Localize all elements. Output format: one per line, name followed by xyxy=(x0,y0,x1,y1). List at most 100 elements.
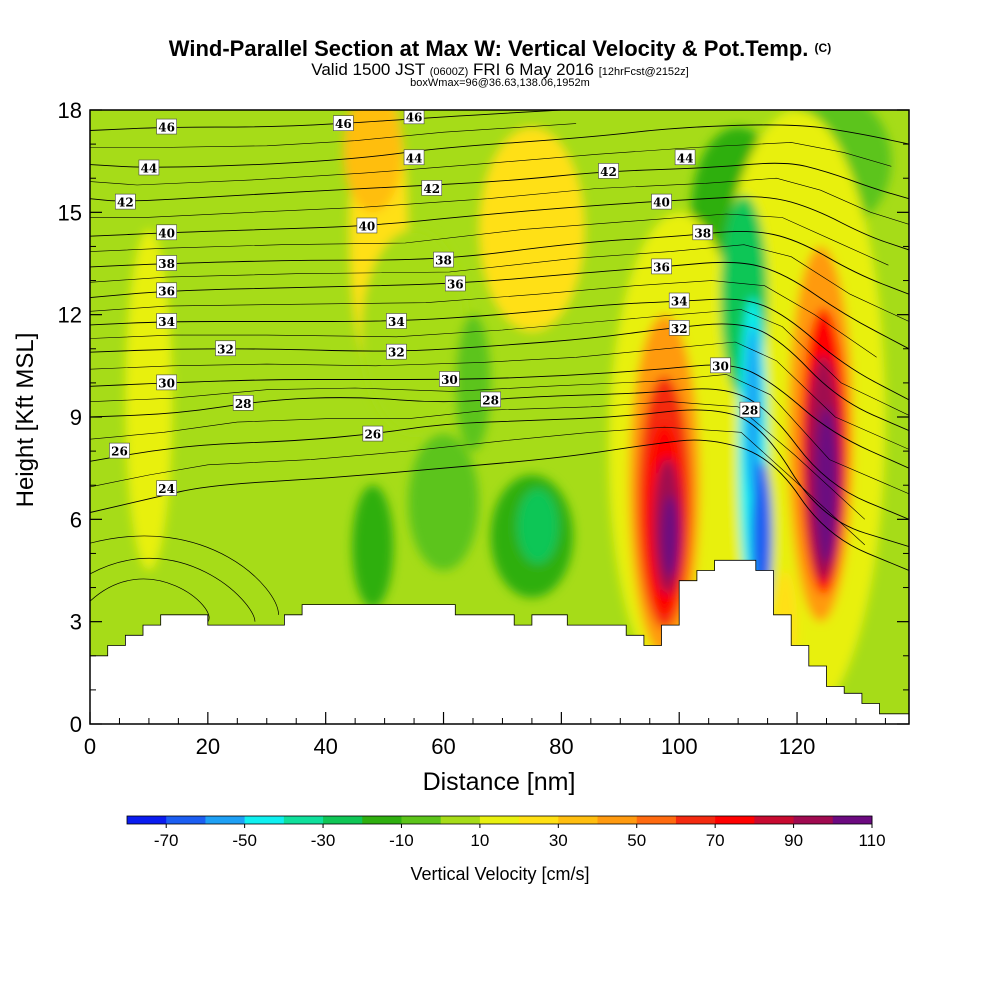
contour-label-text: 36 xyxy=(158,284,175,298)
contour-label-text: 40 xyxy=(158,226,175,240)
contour-label: 28 xyxy=(739,401,761,418)
theta-contour-44 xyxy=(90,124,909,168)
x-tick-label: 100 xyxy=(661,734,698,759)
contour-label-text: 30 xyxy=(158,376,175,390)
contour-label-text: 32 xyxy=(217,342,234,356)
colorbar-swatch xyxy=(362,816,402,824)
contour-label: 46 xyxy=(333,115,354,131)
contour-label: 44 xyxy=(403,149,425,166)
contour-label-box xyxy=(232,395,254,411)
theta-contour-38 xyxy=(90,230,909,295)
contour-label: 40 xyxy=(356,217,378,233)
x-tick-label: 20 xyxy=(196,734,220,759)
theta-contour-24 xyxy=(90,439,909,571)
contour-label: 32 xyxy=(215,340,236,356)
terrain-mask xyxy=(90,559,909,724)
theta-isoline xyxy=(90,309,909,416)
contour-label-text: 42 xyxy=(117,196,134,210)
x-tick-label: 120 xyxy=(779,734,816,759)
colorbar-swatch xyxy=(244,816,285,824)
contour-label-box xyxy=(439,371,460,387)
y-tick-label: 3 xyxy=(70,610,82,635)
contour-label-box xyxy=(692,224,714,241)
contour-label-box xyxy=(651,258,672,275)
theta-isoline xyxy=(90,374,909,495)
contour-label-box xyxy=(433,251,454,268)
contour-label-box xyxy=(445,275,466,292)
colorbar-tick-label: 70 xyxy=(706,831,725,850)
contour-label: 24 xyxy=(156,480,177,496)
contour-label: 26 xyxy=(109,442,130,459)
contour-label-text: 30 xyxy=(441,373,458,387)
contour-label-box xyxy=(115,193,136,210)
contour-label-box xyxy=(156,480,177,496)
contour-label-box xyxy=(651,193,672,210)
x-tick-label: 80 xyxy=(549,734,573,759)
chart-title: Wind-Parallel Section at Max W: Vertical… xyxy=(168,36,832,61)
contour-label-text: 34 xyxy=(388,315,405,329)
contour-label-box xyxy=(668,320,690,336)
contour-label: 44 xyxy=(138,159,160,175)
theta-low-contour xyxy=(90,557,256,622)
colorbar-swatch xyxy=(166,816,206,824)
colorbar: -70 -50 -30 -10 10 30 50 70 90 110 xyxy=(126,815,886,850)
contour-label-text: 26 xyxy=(364,428,381,442)
theta-isoline xyxy=(90,123,577,148)
contour-label: 34 xyxy=(156,313,177,329)
contour-label-box xyxy=(403,149,425,166)
y-tick-label: 9 xyxy=(70,405,82,430)
contour-label-text: 36 xyxy=(653,260,670,274)
theta-low-contour xyxy=(90,535,279,615)
contour-label-box xyxy=(598,163,619,179)
contour-label: 38 xyxy=(156,255,177,271)
contour-label-text: 42 xyxy=(423,182,440,196)
contour-label: 26 xyxy=(362,425,384,442)
terrain xyxy=(90,559,909,724)
colorbar-swatch xyxy=(519,816,559,824)
contour-label-text: 24 xyxy=(158,482,175,496)
colorbar-swatch xyxy=(401,816,442,824)
contour-label-text: 44 xyxy=(141,161,158,175)
x-tick-label: 40 xyxy=(313,734,337,759)
theta-isoline xyxy=(90,280,877,358)
y-tick-label: 12 xyxy=(58,303,82,328)
colorbar-tick-label: -50 xyxy=(232,831,257,850)
colorbar-swatch xyxy=(558,816,599,824)
contour-label-text: 30 xyxy=(712,359,729,373)
colorbar-swatch xyxy=(793,816,834,824)
y-tick-label: 15 xyxy=(58,200,82,225)
colorbar-tick-label: -70 xyxy=(154,831,179,850)
colorbar-tick-label: -30 xyxy=(311,831,336,850)
colorbar-frame xyxy=(126,815,873,825)
y-tick-label: 6 xyxy=(70,507,82,532)
contour-label-text: 42 xyxy=(600,165,617,179)
colorbar-swatch xyxy=(675,816,716,824)
theta-isoline xyxy=(90,426,866,546)
contour-label-box xyxy=(710,357,731,374)
contour-label-box xyxy=(362,425,384,442)
theta-contour-32 xyxy=(90,323,909,432)
contour-label-box xyxy=(333,115,354,131)
contour-label-box xyxy=(156,118,177,135)
contour-label: 36 xyxy=(651,258,672,275)
colorbar-swatch xyxy=(127,816,167,824)
x-axis-label: Distance [nm] xyxy=(423,768,576,796)
contour-label-text: 32 xyxy=(388,346,405,360)
theta-isoline xyxy=(90,142,892,186)
y-tick-label: 0 xyxy=(70,712,82,737)
contour-label-text: 44 xyxy=(677,151,694,165)
theta-contour-36 xyxy=(90,261,909,350)
contour-label: 30 xyxy=(710,357,731,374)
colorbar-swatch xyxy=(832,816,873,824)
contour-label-box xyxy=(403,110,425,125)
theta-isoline xyxy=(90,341,909,450)
velocity-zone xyxy=(478,127,585,332)
contour-label-text: 40 xyxy=(359,219,376,233)
contour-label: 46 xyxy=(156,118,177,135)
contour-label-box xyxy=(156,374,177,391)
colorbar-swatch xyxy=(479,816,520,824)
x-tick-label: 60 xyxy=(431,734,455,759)
contour-label-text: 36 xyxy=(447,277,464,291)
colorbar-swatch xyxy=(323,816,363,824)
velocity-zone xyxy=(352,485,394,609)
